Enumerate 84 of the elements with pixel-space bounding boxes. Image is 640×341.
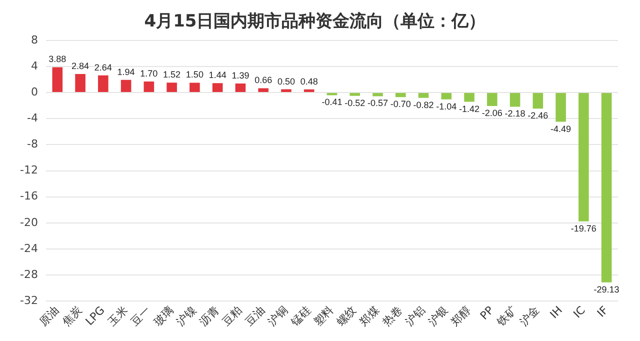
data-label: 1.52 xyxy=(163,70,181,80)
y-tick-label: -16 xyxy=(20,190,38,203)
x-tick-label: 沥青 xyxy=(196,304,222,328)
bar xyxy=(75,74,86,92)
chart-title: 4月15日国内期市品种资金流向（单位：亿） xyxy=(144,12,486,32)
data-label: 1.44 xyxy=(208,70,226,80)
bar xyxy=(395,93,406,98)
x-tick-label: 塑料 xyxy=(311,304,336,328)
x-tick-label: 豆粕 xyxy=(220,304,245,328)
y-tick-label: 8 xyxy=(30,33,38,46)
bar xyxy=(98,75,108,92)
y-tick-label: -28 xyxy=(20,268,38,281)
bar xyxy=(166,82,177,92)
x-tick-label: 原油 xyxy=(36,304,62,328)
data-label: -19.76 xyxy=(570,223,596,234)
data-label: -4.49 xyxy=(550,124,572,134)
x-tick-label: 锰硅 xyxy=(288,304,314,330)
data-label: -0.82 xyxy=(413,100,434,110)
bar xyxy=(372,93,383,96)
bar xyxy=(52,67,63,92)
x-tick-label: 螺纹 xyxy=(334,304,360,328)
data-label: -2.06 xyxy=(482,108,502,118)
x-tick-label: 沪镍 xyxy=(174,304,199,328)
bar xyxy=(578,93,589,222)
y-tick-label: 4 xyxy=(30,59,38,72)
x-tick-label: 玉米 xyxy=(105,304,130,328)
data-label: 1.39 xyxy=(232,70,250,80)
x-tick-label: 郑煤 xyxy=(357,304,382,328)
y-tick-label: -4 xyxy=(27,111,38,124)
bar xyxy=(304,89,314,92)
bar xyxy=(556,93,566,122)
data-label: -29.13 xyxy=(594,284,620,294)
data-label: 0.66 xyxy=(254,75,272,86)
bar xyxy=(510,93,520,107)
x-tick-label: 郑醇 xyxy=(448,304,474,328)
data-label: 1.70 xyxy=(140,68,158,78)
data-label: -0.70 xyxy=(390,99,411,110)
x-tick-label: 热卷 xyxy=(380,304,405,328)
data-label: 1.50 xyxy=(186,70,204,80)
bar xyxy=(212,83,223,92)
y-tick-label: -32 xyxy=(20,294,38,307)
x-tick-label: 玻璃 xyxy=(151,304,176,328)
x-tick-label: IC xyxy=(570,304,588,321)
bar xyxy=(281,89,292,92)
data-label: -1.04 xyxy=(436,101,457,112)
data-label: -0.41 xyxy=(322,97,342,108)
y-tick-label: -12 xyxy=(20,164,38,177)
data-label: 3.88 xyxy=(48,54,66,64)
y-tick-label: -8 xyxy=(27,138,38,151)
x-tick-label: IF xyxy=(594,304,611,320)
bar xyxy=(418,93,429,98)
x-tick-label: IH xyxy=(548,304,565,322)
data-label: 0.50 xyxy=(277,76,295,86)
data-label: -2.18 xyxy=(504,108,526,119)
bar xyxy=(350,93,360,96)
x-tick-label: 焦炭 xyxy=(60,304,84,328)
bar xyxy=(601,93,612,282)
bar xyxy=(464,93,474,102)
data-label: 0.48 xyxy=(300,76,318,86)
x-tick-label: 沪金 xyxy=(517,304,542,328)
y-tick-label: -24 xyxy=(20,242,38,255)
data-label: 2.84 xyxy=(72,61,90,72)
x-tick-label: 沪铜 xyxy=(266,304,290,328)
x-tick-label: 豆一 xyxy=(128,304,154,328)
bar xyxy=(441,93,452,100)
bar xyxy=(120,80,132,92)
x-tick-label: 沪银 xyxy=(426,304,451,328)
data-label: -1.42 xyxy=(459,104,480,114)
x-tick-label: 豆油 xyxy=(242,304,268,328)
y-tick-label: -20 xyxy=(20,216,38,229)
bar xyxy=(235,83,246,92)
bar xyxy=(532,93,544,109)
data-label: 2.64 xyxy=(94,62,112,72)
bar xyxy=(190,82,200,92)
x-tick-label: LPG xyxy=(83,304,108,328)
y-tick-label: 0 xyxy=(30,85,38,98)
data-label: -2.46 xyxy=(528,110,548,121)
bar xyxy=(487,93,498,106)
data-label: -0.52 xyxy=(344,98,366,108)
data-label: -0.57 xyxy=(367,98,388,108)
data-label: 1.94 xyxy=(117,66,135,77)
bar xyxy=(144,81,154,92)
x-tick-label: 沪铝 xyxy=(402,304,428,328)
bar xyxy=(258,88,268,92)
